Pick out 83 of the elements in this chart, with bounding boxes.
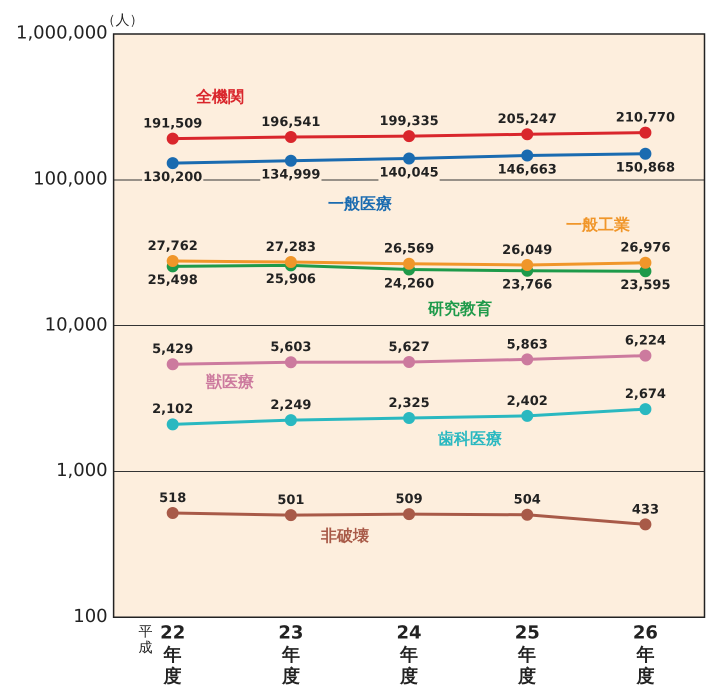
point <box>284 509 297 522</box>
data-label: 26,976 <box>620 240 670 256</box>
data-label: 196,541 <box>261 114 320 130</box>
data-label: 23,766 <box>502 278 552 293</box>
data-label: 6,224 <box>624 334 666 348</box>
y-tick-label: 100 <box>73 606 108 627</box>
point <box>639 518 652 530</box>
x-tick-label: 26年度 <box>632 622 658 687</box>
data-label: 146,663 <box>498 162 557 178</box>
point <box>403 152 416 164</box>
point <box>403 356 416 368</box>
series-label: 歯科医療 <box>437 429 502 448</box>
data-label: 23,595 <box>620 278 670 294</box>
series-label: 研究教育 <box>427 299 492 318</box>
point <box>166 358 179 370</box>
data-label: 2,674 <box>624 386 666 402</box>
data-label: 2,102 <box>152 402 194 418</box>
y-tick-label: 1,000,000 <box>16 22 108 44</box>
data-label: 130,200 <box>143 170 202 185</box>
point <box>639 256 652 269</box>
data-label: 2,402 <box>506 394 548 409</box>
data-label: 433 <box>632 502 659 518</box>
series-label: 一般工業 <box>566 215 630 234</box>
series-label: 獣医療 <box>205 372 254 392</box>
point <box>284 356 297 368</box>
data-label: 5,863 <box>506 337 548 352</box>
point <box>403 130 416 142</box>
data-label: 199,335 <box>379 114 439 129</box>
point <box>403 508 416 520</box>
data-label: 27,762 <box>148 238 198 254</box>
data-label: 26,569 <box>384 242 434 257</box>
point <box>403 412 416 424</box>
x-tick-label: 22年度 <box>160 622 186 687</box>
point <box>166 418 179 430</box>
point <box>166 254 179 267</box>
point <box>639 148 652 160</box>
data-label: 509 <box>395 492 423 508</box>
x-tick-label: 24年度 <box>396 622 422 687</box>
point <box>284 154 297 167</box>
point <box>284 256 297 268</box>
y-tick-label: 1,000 <box>56 460 108 482</box>
point <box>521 410 534 422</box>
point <box>403 258 416 270</box>
point <box>166 157 179 170</box>
data-label: 134,999 <box>261 168 320 183</box>
y-tick-label: 10,000 <box>44 314 108 336</box>
data-label: 205,247 <box>498 112 557 128</box>
data-label: 2,325 <box>388 396 430 411</box>
point <box>166 132 179 145</box>
data-label: 26,049 <box>502 242 552 258</box>
point <box>521 508 534 521</box>
text: 一般医療 <box>328 194 392 214</box>
data-label: 210,770 <box>616 110 676 126</box>
data-label: 5,627 <box>388 340 430 355</box>
point <box>521 128 534 140</box>
point <box>639 126 652 139</box>
point <box>639 403 652 416</box>
data-label: 140,045 <box>379 165 439 180</box>
point <box>521 353 534 366</box>
point <box>639 350 652 362</box>
point <box>166 507 179 520</box>
data-label: 191,509 <box>143 116 202 132</box>
data-label: 25,498 <box>148 273 198 288</box>
point <box>284 414 297 426</box>
series-label: 全機関 <box>195 87 244 106</box>
point <box>521 150 534 162</box>
data-label: 2,249 <box>270 398 312 413</box>
data-label: 501 <box>277 493 304 508</box>
text: 平成 <box>138 624 153 656</box>
series-label: 非破壊 <box>320 526 369 546</box>
point <box>284 131 297 144</box>
data-label: 150,868 <box>616 160 676 176</box>
data-label: 5,603 <box>270 340 312 356</box>
data-label: 504 <box>514 492 541 508</box>
data-label: 5,429 <box>152 342 194 358</box>
data-label: 24,260 <box>384 276 434 292</box>
data-label: 27,283 <box>266 240 316 255</box>
y-tick-label: 100,000 <box>33 168 108 190</box>
point <box>521 258 534 271</box>
data-label: 518 <box>159 490 186 506</box>
x-tick-label: 23年度 <box>278 622 304 687</box>
x-tick-label: 25年度 <box>514 622 540 687</box>
data-label: 25,906 <box>266 272 316 288</box>
